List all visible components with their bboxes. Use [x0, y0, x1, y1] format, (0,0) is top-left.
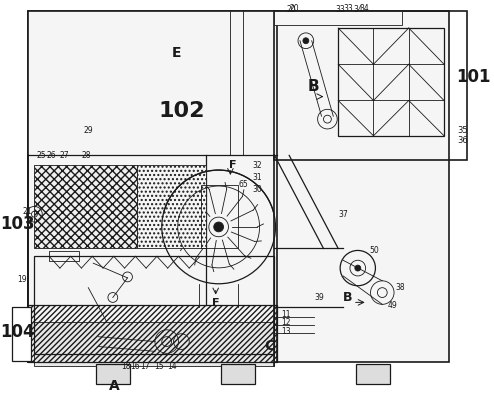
- Bar: [35, 322, 275, 366]
- Text: 16: 16: [130, 362, 140, 370]
- Text: C: C: [264, 339, 275, 353]
- Bar: [338, 28, 444, 136]
- Text: B: B: [308, 79, 320, 94]
- Text: 20: 20: [287, 5, 296, 14]
- Circle shape: [355, 265, 361, 271]
- Text: 25: 25: [37, 151, 46, 160]
- Bar: [275, 12, 402, 25]
- Text: 33: 33: [335, 5, 345, 14]
- Bar: [28, 12, 449, 362]
- Text: 33: 33: [343, 4, 353, 13]
- Text: 34: 34: [360, 4, 370, 13]
- Text: 35: 35: [457, 126, 468, 135]
- Text: 101: 101: [456, 68, 491, 86]
- Text: 11: 11: [282, 310, 291, 319]
- Bar: [28, 305, 278, 362]
- Text: 17: 17: [140, 362, 150, 370]
- Bar: [35, 256, 275, 354]
- Text: 14: 14: [167, 362, 176, 370]
- Text: 30: 30: [252, 185, 262, 194]
- Text: 50: 50: [370, 246, 379, 255]
- Text: 104: 104: [0, 323, 35, 341]
- Text: F: F: [212, 299, 219, 308]
- Bar: [356, 364, 390, 384]
- Text: 27: 27: [59, 151, 69, 160]
- Bar: [201, 185, 238, 249]
- Text: 18: 18: [121, 362, 130, 370]
- Text: 37: 37: [338, 210, 348, 219]
- Circle shape: [303, 38, 309, 44]
- Text: 12: 12: [282, 318, 291, 328]
- Text: 20: 20: [289, 4, 299, 13]
- Text: 102: 102: [158, 101, 205, 121]
- Bar: [49, 251, 79, 261]
- Text: 32: 32: [252, 161, 262, 170]
- Bar: [137, 165, 206, 249]
- Bar: [275, 12, 466, 160]
- Text: 31: 31: [252, 173, 262, 183]
- Text: 13: 13: [282, 327, 291, 336]
- Text: 28: 28: [82, 151, 91, 160]
- Text: 38: 38: [395, 283, 405, 292]
- Text: 39: 39: [315, 293, 325, 302]
- Text: A: A: [109, 379, 120, 393]
- Text: 29: 29: [83, 126, 93, 135]
- Text: 65: 65: [238, 180, 248, 189]
- Text: B: B: [343, 291, 353, 304]
- Text: 34: 34: [354, 5, 364, 14]
- Text: 103: 103: [0, 215, 35, 233]
- Text: 15: 15: [154, 362, 164, 370]
- Bar: [28, 12, 278, 362]
- Text: 36: 36: [457, 136, 468, 145]
- Bar: [221, 364, 255, 384]
- Bar: [96, 364, 130, 384]
- Text: E: E: [172, 46, 181, 60]
- Text: F: F: [229, 160, 236, 170]
- Text: 21: 21: [23, 207, 32, 216]
- Circle shape: [214, 222, 224, 232]
- Text: 26: 26: [46, 151, 56, 160]
- Text: 19: 19: [17, 276, 27, 284]
- Bar: [12, 307, 32, 361]
- Bar: [35, 165, 137, 249]
- Text: 49: 49: [387, 301, 397, 310]
